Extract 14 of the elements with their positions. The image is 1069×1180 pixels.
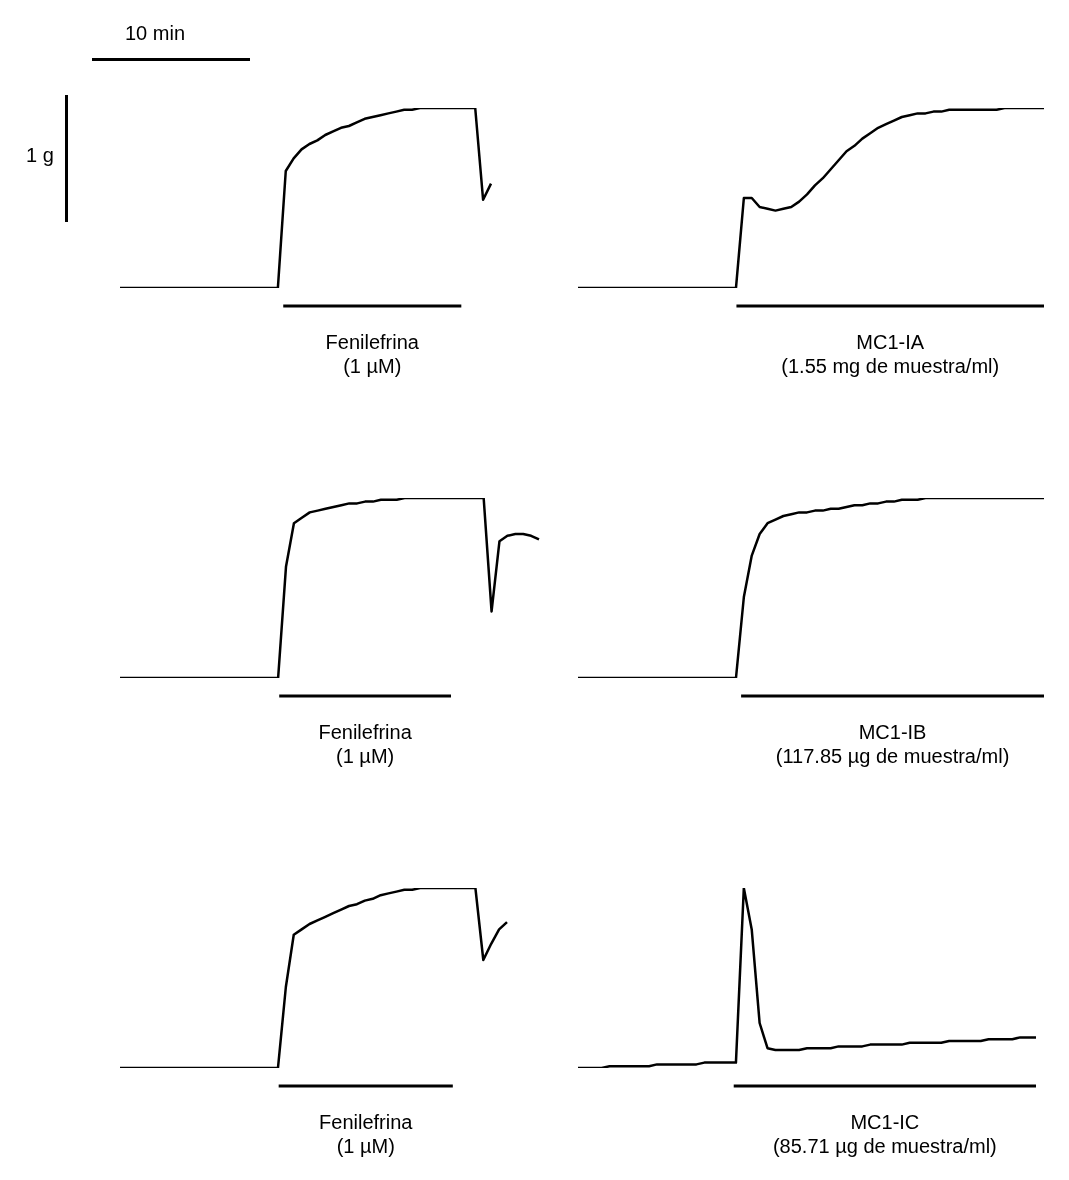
text: (117.85 µg de muestra/ml) xyxy=(775,744,1010,767)
text: MC1-IC xyxy=(850,1110,920,1133)
text: (1 µM) xyxy=(343,354,402,377)
text: Fenilefrina xyxy=(325,330,420,353)
text: 10 min xyxy=(125,22,186,45)
text: (85.71 µg de muestra/ml) xyxy=(772,1134,997,1157)
text: Fenilefrina xyxy=(318,720,413,743)
text: (1.55 mg de muestra/ml) xyxy=(781,354,1000,377)
text: (1 µM) xyxy=(336,1134,395,1157)
text: MC1-IB xyxy=(858,720,927,743)
text: (1 µM) xyxy=(336,744,395,767)
text: Fenilefrina xyxy=(319,1110,414,1133)
text: 1 g xyxy=(26,144,54,167)
text: MC1-IA xyxy=(856,330,925,353)
